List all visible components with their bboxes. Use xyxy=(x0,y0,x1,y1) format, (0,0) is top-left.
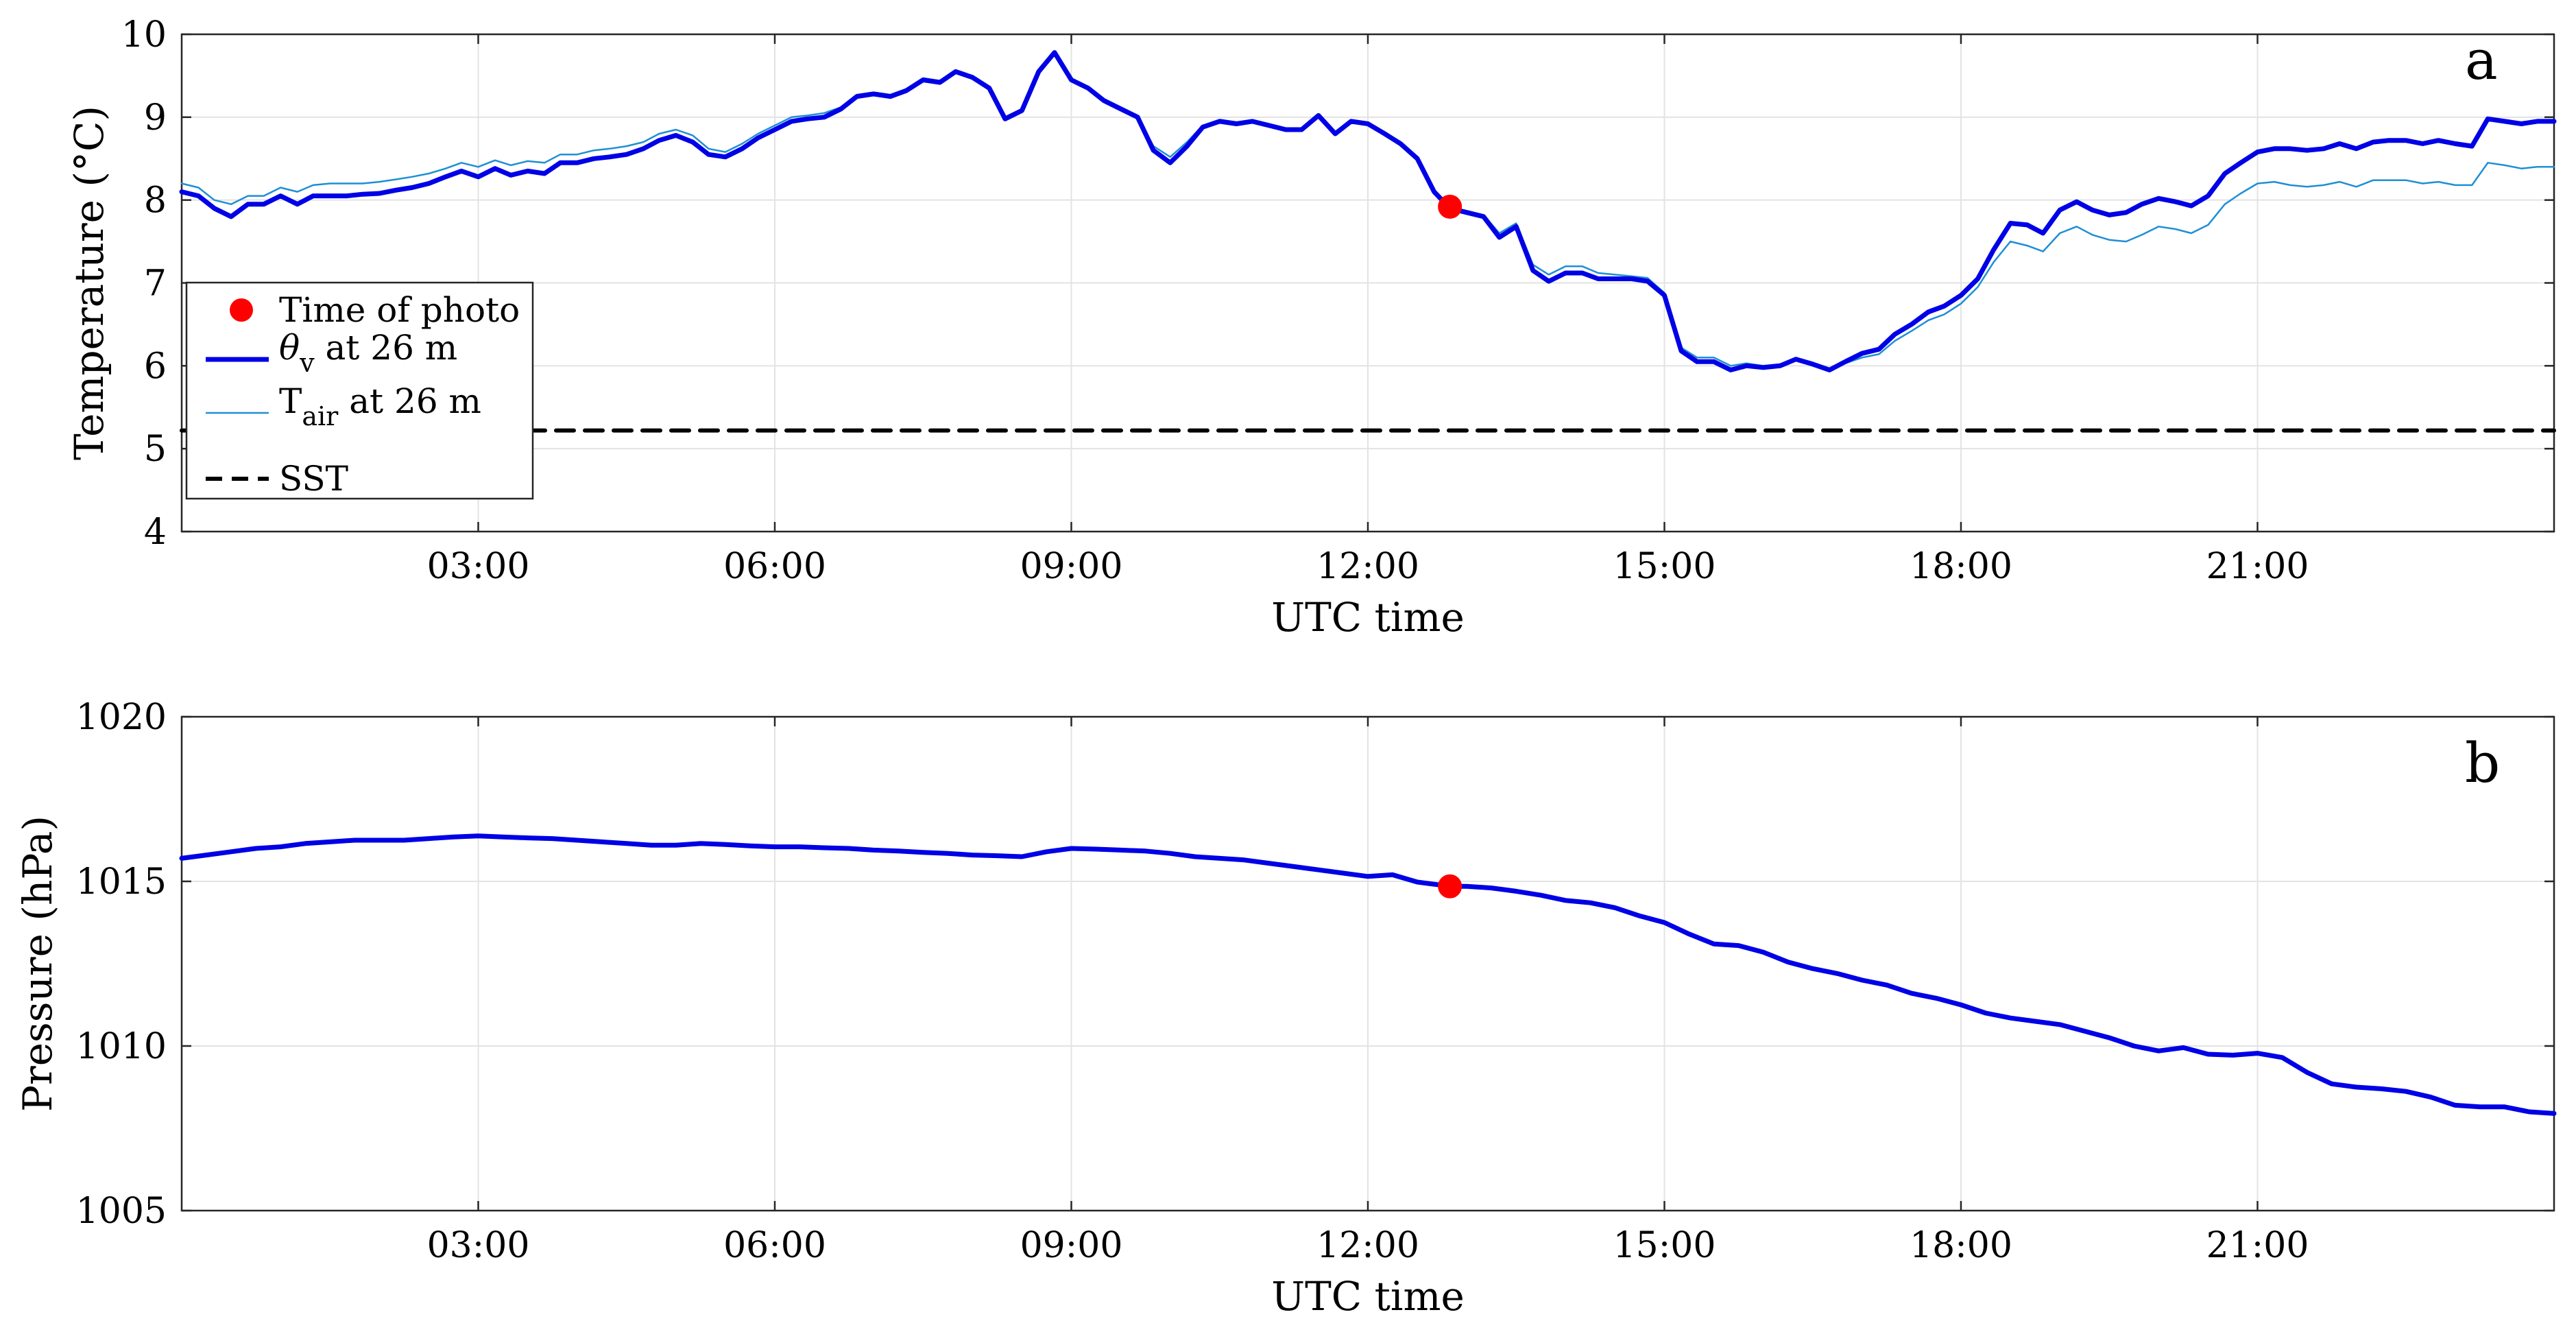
legend-label-main: T xyxy=(279,381,302,421)
panel-label: b xyxy=(2465,731,2500,795)
legend-label-rest: at 26 m xyxy=(338,381,481,421)
y-tick-label: 1015 xyxy=(76,861,167,903)
legend-marker-time-of-photo xyxy=(230,298,253,322)
series-line-v-at-26-m xyxy=(179,50,2557,372)
y-tick-label: 10 xyxy=(121,14,167,56)
y-tick-label: 6 xyxy=(144,346,167,387)
x-tick-label: 18:00 xyxy=(1910,1225,2012,1266)
x-tick-label: 18:00 xyxy=(1910,546,2012,587)
marker-time-of-photo xyxy=(1438,874,1462,899)
x-tick-label: 12:00 xyxy=(1316,1225,1419,1266)
x-tick-label: 06:00 xyxy=(723,1225,826,1266)
y-tick-label: 1020 xyxy=(76,697,167,738)
y-tick-label: 7 xyxy=(144,263,167,305)
y-tick-label: 8 xyxy=(144,180,167,222)
x-tick-label: 21:00 xyxy=(2206,546,2309,587)
y-tick-label: 1010 xyxy=(76,1026,167,1067)
legend-label-subscript: air xyxy=(302,401,339,431)
legend-label-main: θ xyxy=(279,328,300,368)
x-tick-label: 15:00 xyxy=(1613,1225,1716,1266)
marker-time-of-photo xyxy=(1438,194,1462,219)
legend-label-subscript: v xyxy=(299,348,315,378)
series-line-pressure xyxy=(179,833,2557,1116)
y-axis-label: Pressure (hPa) xyxy=(14,816,61,1112)
x-tick-label: 21:00 xyxy=(2206,1225,2309,1266)
y-tick-label: 5 xyxy=(144,429,167,470)
x-tick-label: 09:00 xyxy=(1020,546,1123,587)
x-axis-label: UTC time xyxy=(1271,1273,1465,1320)
legend-label-rest: at 26 m xyxy=(315,328,458,368)
panel-label: a xyxy=(2465,28,2498,92)
panel-a: 03:00 06:00 09:00 12:00 15:00 18:00 21:00 4 5 6 7 8… xyxy=(66,14,2557,641)
x-tick-label: 09:00 xyxy=(1020,1225,1123,1266)
x-axis-label: UTC time xyxy=(1271,594,1465,641)
x-tick-label: 03:00 xyxy=(427,1225,530,1266)
x-tick-label: 03:00 xyxy=(427,546,530,587)
y-tick-label: 9 xyxy=(144,97,167,139)
y-axis-label: Temperature (°C) xyxy=(66,106,112,460)
x-tick-label: 15:00 xyxy=(1613,546,1716,587)
y-tick-label: 4 xyxy=(144,512,167,553)
x-tick-label: 12:00 xyxy=(1316,546,1419,587)
panel-b: 03:00 06:00 09:00 12:00 15:00 18:00 21:00 1005 1… xyxy=(14,697,2557,1320)
x-tick-label: 06:00 xyxy=(723,546,826,587)
y-tick-label: 1005 xyxy=(76,1191,167,1232)
legend-label: θv at 26 m xyxy=(279,328,457,378)
legend-label: SST xyxy=(279,459,348,499)
legend-label-time-of-photo: Time of photo xyxy=(279,290,520,330)
legend-label: Tair at 26 m xyxy=(279,381,481,431)
